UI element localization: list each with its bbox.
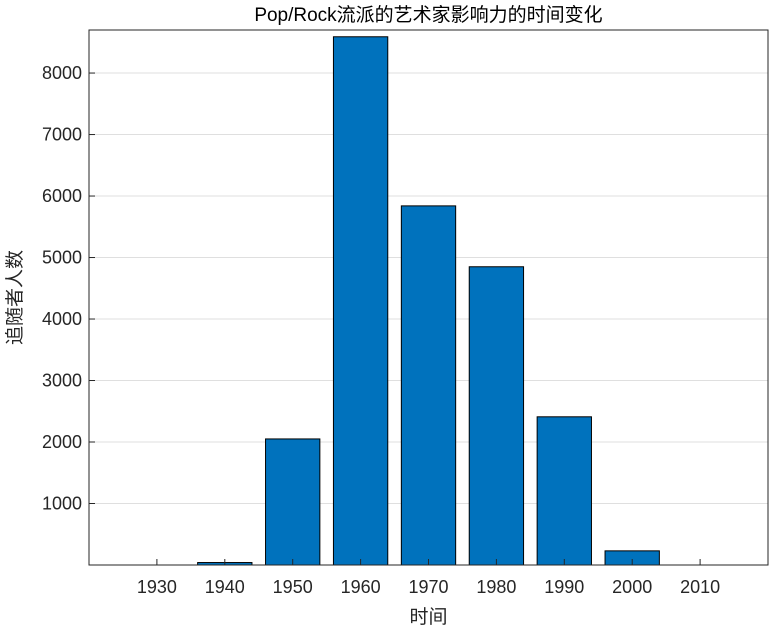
x-tick-label: 1970 xyxy=(408,577,448,597)
y-axis-label: 追随者人数 xyxy=(4,250,26,345)
x-tick-label: 1940 xyxy=(205,577,245,597)
y-tick-label: 8000 xyxy=(42,63,82,83)
bar-1970 xyxy=(400,205,457,566)
y-axis-ticks: 1000 2000 3000 4000 5000 6000 7000 8000 xyxy=(42,63,95,514)
chart-title: Pop/Rock流派的艺术家影响力的时间变化 xyxy=(254,4,602,26)
y-tick-label: 6000 xyxy=(42,186,82,206)
x-tick-label: 1990 xyxy=(544,577,584,597)
y-tick-label: 4000 xyxy=(42,309,82,329)
y-tick-label: 1000 xyxy=(42,494,82,514)
bar-1990 xyxy=(536,416,592,566)
x-tick-label: 1930 xyxy=(137,577,177,597)
x-tick-label: 1960 xyxy=(341,577,381,597)
x-tick-label: 1980 xyxy=(476,577,516,597)
y-tick-label: 5000 xyxy=(42,248,82,268)
bar-1950 xyxy=(265,438,321,566)
x-tick-label: 1950 xyxy=(273,577,313,597)
x-axis-ticks: 1930 1940 1950 1960 1970 1980 1990 2000 2010 xyxy=(137,559,720,597)
bar-1960 xyxy=(332,36,389,566)
y-tick-label: 2000 xyxy=(42,432,82,452)
x-tick-label: 2010 xyxy=(680,577,720,597)
y-tick-label: 7000 xyxy=(42,125,82,145)
x-tick-label: 2000 xyxy=(612,577,652,597)
y-tick-label: 3000 xyxy=(42,371,82,391)
x-axis-label: 时间 xyxy=(409,606,447,628)
bars xyxy=(197,36,660,566)
bar-1980 xyxy=(468,266,525,566)
